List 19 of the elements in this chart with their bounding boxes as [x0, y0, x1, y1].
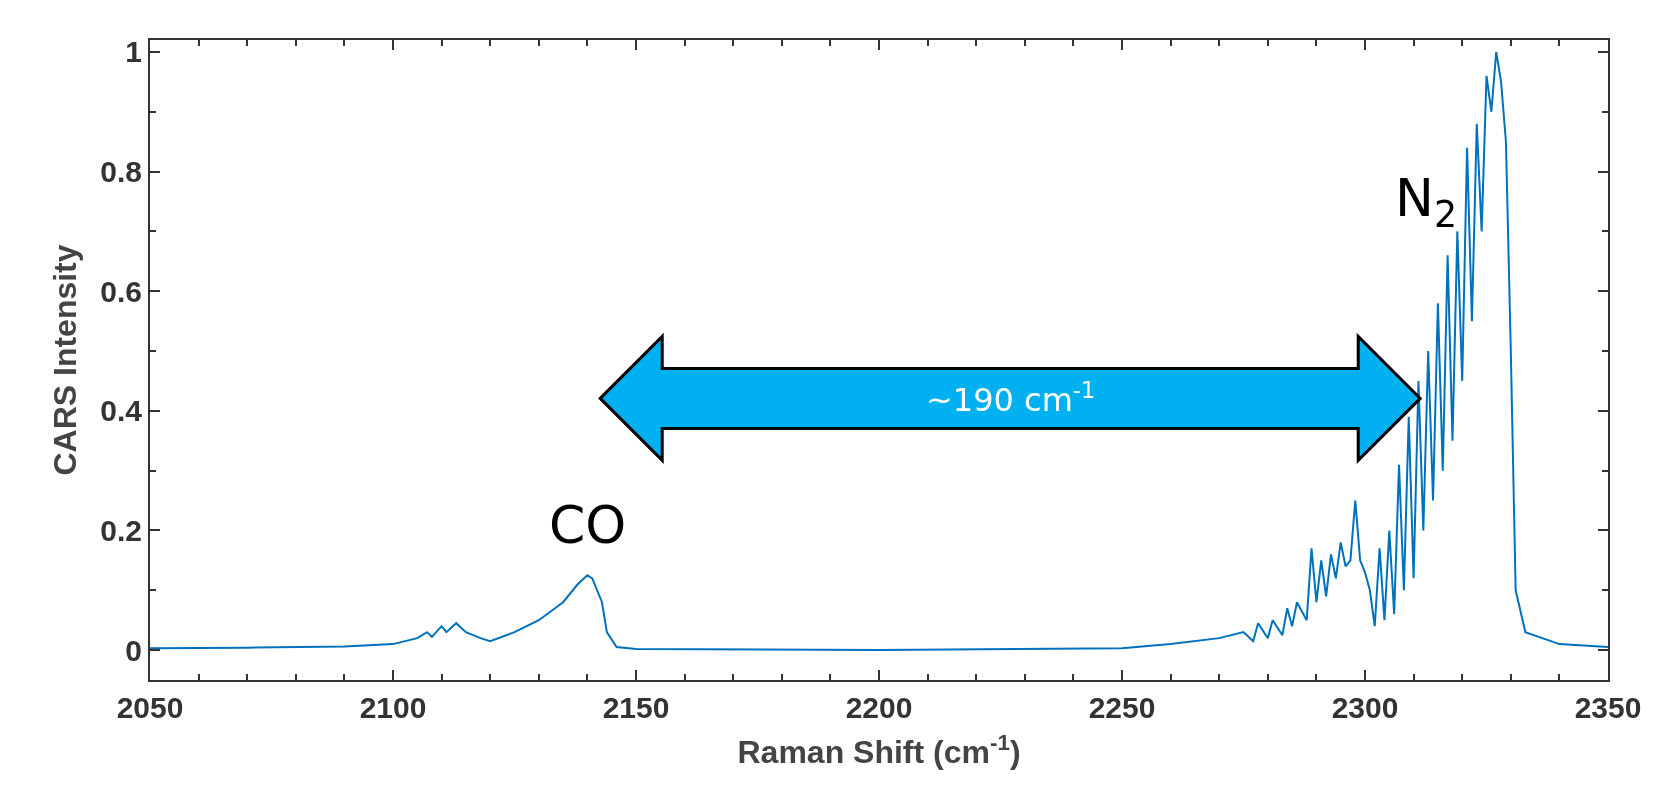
- annotation: N$_{2}$: [1395, 168, 1458, 236]
- x-tick-label: 2350: [1574, 691, 1642, 724]
- x-tick-label: 2100: [359, 691, 427, 724]
- x-tick-label: 2250: [1088, 691, 1156, 724]
- y-tick-label: 0.2: [100, 513, 142, 547]
- y-axis-title: CARS Intensity: [47, 244, 84, 476]
- y-tick-label: 0.6: [100, 274, 142, 308]
- annotation: ~190 cm$^{-1}$: [926, 377, 1096, 420]
- x-tick-label: 2200: [845, 691, 913, 724]
- y-tick-label: 0.8: [100, 155, 142, 189]
- x-tick-label: 2300: [1331, 691, 1399, 724]
- line-series: [150, 50, 1608, 652]
- y-tick-label: 0: [125, 633, 142, 667]
- y-tick-label: 1: [125, 35, 142, 69]
- x-tick-label: 2050: [116, 691, 184, 724]
- x-axis-title: Raman Shift (cm$^{-1}$): [737, 729, 1021, 771]
- annotation: CO: [549, 495, 627, 555]
- y-tick-label: 0.4: [100, 394, 143, 428]
- x-tick-label: 2150: [602, 691, 670, 724]
